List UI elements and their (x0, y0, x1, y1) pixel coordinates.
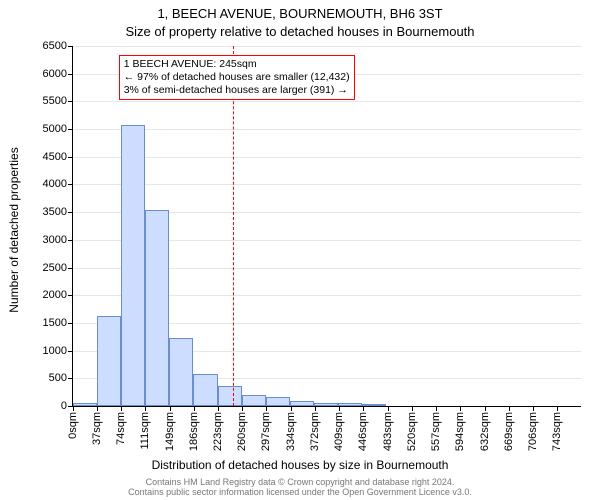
xtick-label: 520sqm (406, 412, 418, 451)
xtick-mark (436, 406, 437, 411)
ytick-label: 6000 (43, 68, 73, 80)
annotation-box: 1 BEECH AVENUE: 245sqm← 97% of detached … (119, 55, 355, 100)
ytick-label: 2000 (43, 289, 73, 301)
xtick-mark (339, 406, 340, 411)
xtick-label: 706sqm (527, 412, 539, 451)
ytick-label: 3500 (43, 206, 73, 218)
gridline-h (73, 184, 581, 185)
ytick-label: 6500 (43, 40, 73, 52)
xtick-mark (315, 406, 316, 411)
xtick-mark (509, 406, 510, 411)
xtick-mark (145, 406, 146, 411)
xtick-label: 372sqm (309, 412, 321, 451)
chart-container: 1, BEECH AVENUE, BOURNEMOUTH, BH6 3ST Si… (0, 0, 600, 500)
gridline-h (73, 157, 581, 158)
xtick-label: 334sqm (285, 412, 297, 451)
xtick-mark (363, 406, 364, 411)
xtick-label: 743sqm (551, 412, 563, 451)
xtick-label: 297sqm (260, 412, 272, 451)
xtick-mark (242, 406, 243, 411)
histogram-bar (362, 404, 386, 406)
ytick-label: 3000 (43, 234, 73, 246)
xtick-mark (291, 406, 292, 411)
chart-title-line2: Size of property relative to detached ho… (0, 24, 600, 39)
ytick-label: 1000 (43, 345, 73, 357)
histogram-bar (242, 395, 266, 406)
histogram-bar (218, 386, 242, 406)
ytick-label: 500 (49, 372, 73, 384)
xtick-label: 223sqm (212, 412, 224, 451)
xtick-label: 446sqm (357, 412, 369, 451)
xtick-mark (412, 406, 413, 411)
xtick-label: 557sqm (430, 412, 442, 451)
xtick-label: 409sqm (333, 412, 345, 451)
histogram-bar (314, 403, 338, 406)
histogram-bar (338, 403, 362, 406)
xtick-mark (557, 406, 558, 411)
xtick-mark (266, 406, 267, 411)
annotation-line: 3% of semi-detached houses are larger (3… (124, 84, 350, 97)
xtick-mark (97, 406, 98, 411)
gridline-h (73, 101, 581, 102)
y-axis-label: Number of detached properties (7, 147, 21, 312)
xtick-mark (388, 406, 389, 411)
histogram-bar (169, 338, 193, 406)
ytick-label: 5500 (43, 95, 73, 107)
xtick-mark (170, 406, 171, 411)
ytick-label: 1500 (43, 317, 73, 329)
xtick-label: 260sqm (236, 412, 248, 451)
annotation-line: ← 97% of detached houses are smaller (12… (124, 71, 350, 84)
histogram-bar (193, 374, 217, 406)
histogram-bar (73, 403, 97, 406)
footer-line2: Contains public sector information licen… (0, 488, 600, 498)
xtick-label: 186sqm (188, 412, 200, 451)
x-axis-label: Distribution of detached houses by size … (0, 458, 600, 472)
ytick-label: 4000 (43, 178, 73, 190)
histogram-bar (145, 210, 169, 406)
histogram-bar (266, 397, 290, 406)
ytick-label: 2500 (43, 262, 73, 274)
annotation-line: 1 BEECH AVENUE: 245sqm (124, 58, 350, 71)
footer-attribution: Contains HM Land Registry data © Crown c… (0, 478, 600, 498)
xtick-label: 74sqm (115, 412, 127, 445)
xtick-label: 111sqm (139, 412, 151, 450)
ytick-label: 5000 (43, 123, 73, 135)
ytick-label: 0 (61, 400, 73, 412)
xtick-mark (194, 406, 195, 411)
xtick-label: 669sqm (503, 412, 515, 451)
xtick-mark (121, 406, 122, 411)
xtick-label: 149sqm (164, 412, 176, 451)
xtick-label: 483sqm (382, 412, 394, 451)
ytick-label: 4500 (43, 151, 73, 163)
histogram-bar (97, 316, 121, 406)
xtick-label: 0sqm (67, 412, 79, 439)
plot-area: 0500100015002000250030003500400045005000… (72, 46, 581, 407)
xtick-mark (485, 406, 486, 411)
xtick-mark (73, 406, 74, 411)
xtick-label: 37sqm (91, 412, 103, 445)
xtick-label: 632sqm (479, 412, 491, 451)
histogram-bar (290, 401, 314, 406)
xtick-mark (218, 406, 219, 411)
xtick-label: 594sqm (454, 412, 466, 451)
gridline-h (73, 46, 581, 47)
gridline-h (73, 129, 581, 130)
histogram-bar (121, 125, 145, 406)
chart-title-line1: 1, BEECH AVENUE, BOURNEMOUTH, BH6 3ST (0, 6, 600, 21)
xtick-mark (533, 406, 534, 411)
xtick-mark (460, 406, 461, 411)
